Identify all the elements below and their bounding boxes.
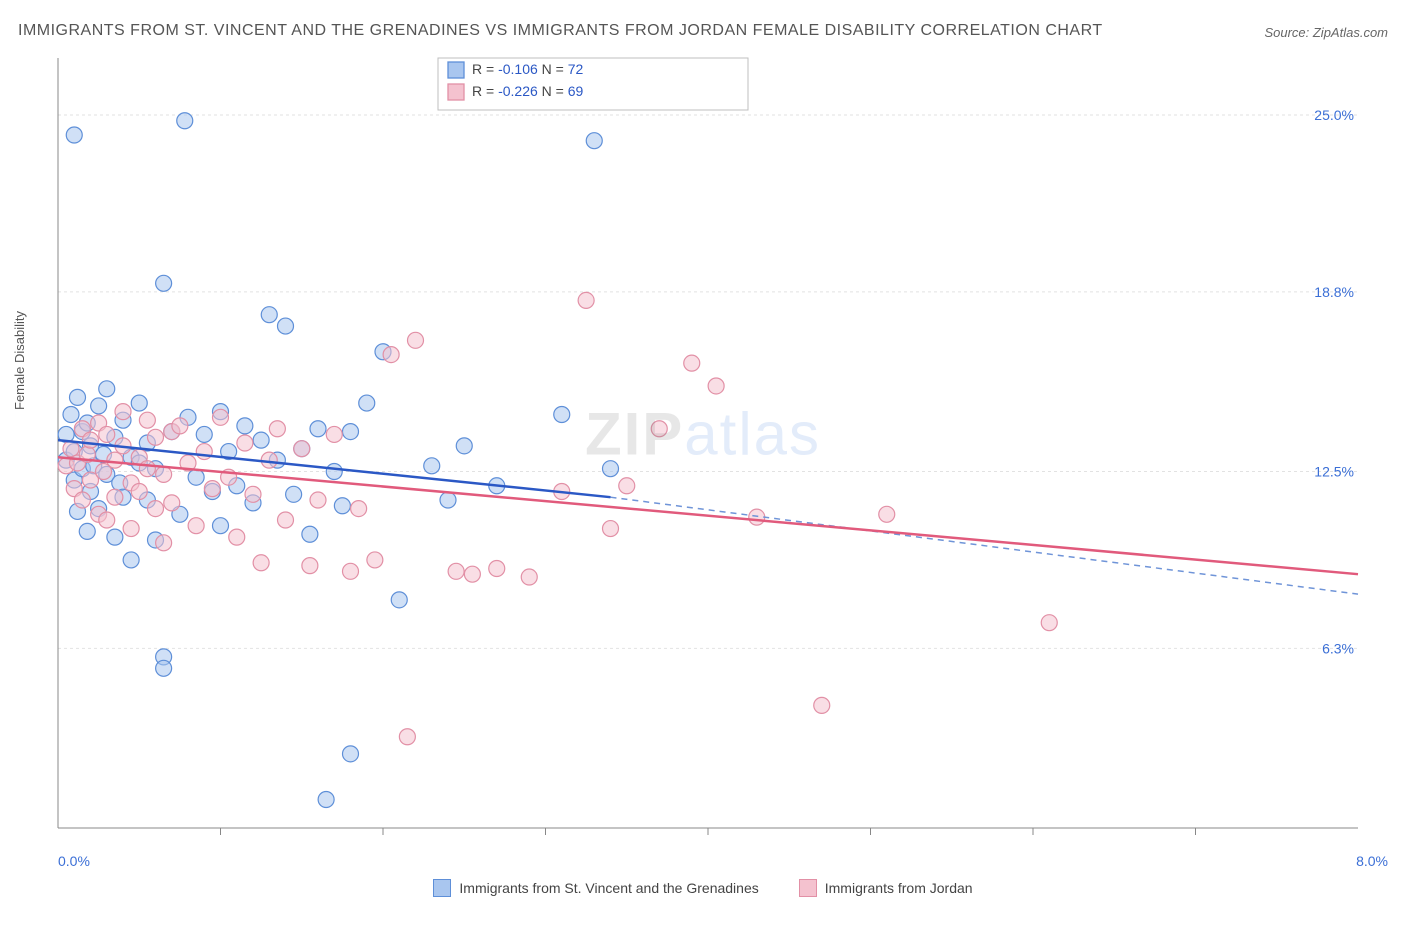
svg-text:R = -0.226 N = 69: R = -0.226 N = 69: [472, 83, 584, 99]
x-axis-max-label: 8.0%: [1356, 853, 1388, 869]
y-axis-label: Female Disability: [12, 311, 27, 410]
x-axis-min-label: 0.0%: [58, 853, 90, 869]
bottom-legend: Immigrants from St. Vincent and the Gren…: [18, 879, 1388, 897]
legend-item-series-0: Immigrants from St. Vincent and the Gren…: [433, 879, 758, 897]
svg-text:6.3%: 6.3%: [1322, 640, 1354, 656]
source-label: Source: ZipAtlas.com: [1264, 25, 1388, 44]
legend-label-1: Immigrants from Jordan: [825, 880, 973, 896]
legend-swatch-1: [799, 879, 817, 897]
chart-title: IMMIGRANTS FROM ST. VINCENT AND THE GREN…: [18, 18, 1103, 44]
svg-text:R = -0.106 N = 72: R = -0.106 N = 72: [472, 61, 584, 77]
svg-text:18.8%: 18.8%: [1314, 283, 1354, 299]
svg-text:12.5%: 12.5%: [1314, 463, 1354, 479]
legend-swatch-0: [433, 879, 451, 897]
scatter-chart: 6.3% 12.5% 18.8% 25.0% R = -0.106 N = 72 R = …: [18, 48, 1368, 853]
svg-text:25.0%: 25.0%: [1314, 107, 1354, 123]
legend-item-series-1: Immigrants from Jordan: [799, 879, 973, 897]
legend-label-0: Immigrants from St. Vincent and the Gren…: [459, 880, 758, 896]
